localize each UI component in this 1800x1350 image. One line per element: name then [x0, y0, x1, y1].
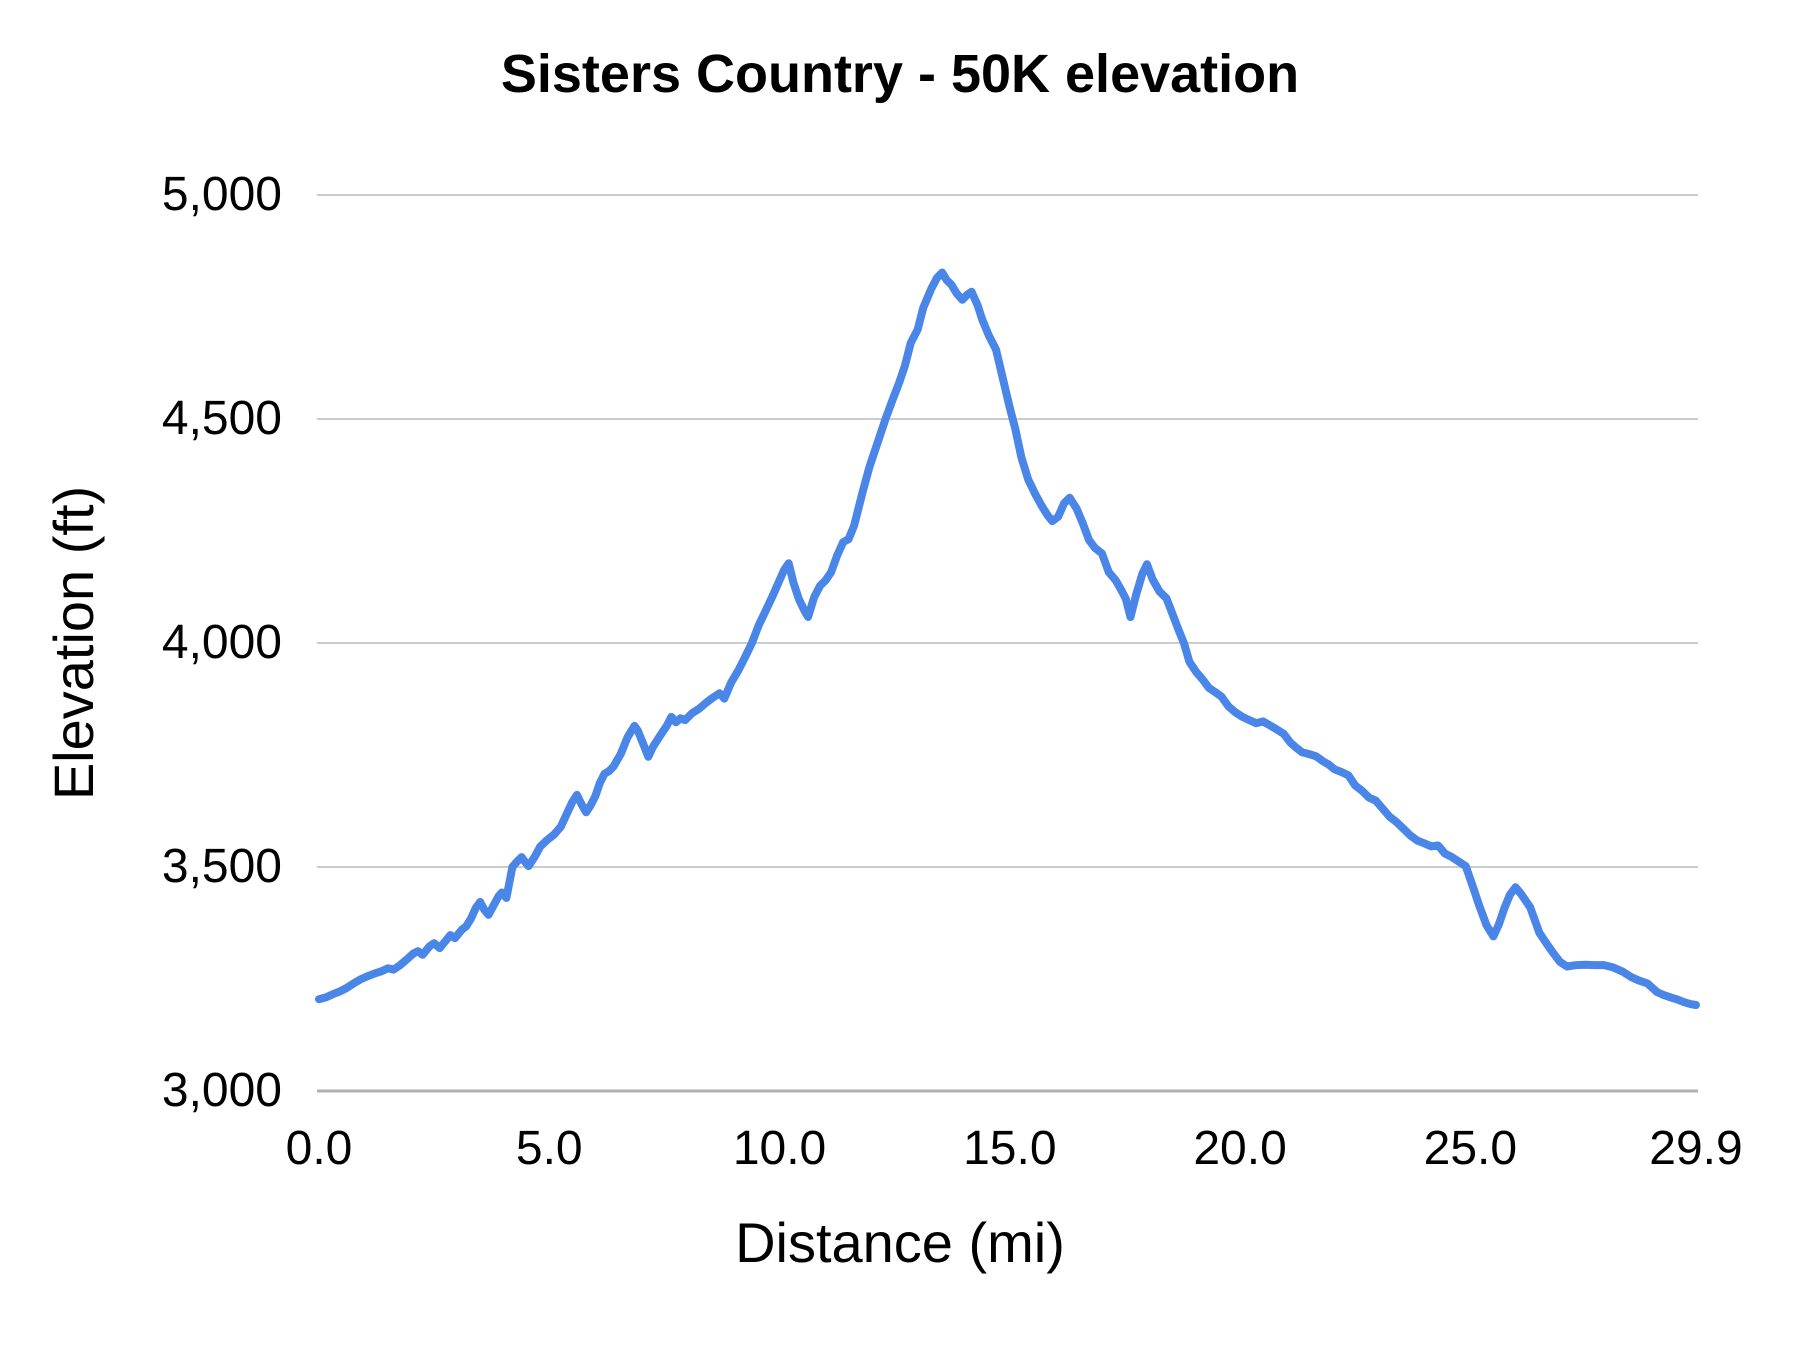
x-axis-title: Distance (mi)	[735, 1211, 1065, 1274]
y-tick-label: 5,000	[161, 168, 282, 221]
gridlines	[317, 194, 1698, 1093]
y-tick-label: 4,000	[161, 616, 282, 669]
x-tick-label: 25.0	[1423, 1122, 1518, 1175]
y-tick-label: 3,000	[161, 1064, 282, 1117]
x-tick-label: 15.0	[963, 1122, 1057, 1175]
elevation-line-series	[315, 268, 1700, 1009]
x-tick-label: 29.9	[1649, 1122, 1743, 1175]
x-tick-label: 20.0	[1193, 1122, 1287, 1175]
x-tick-label: 0.0	[285, 1122, 353, 1175]
x-tick-label: 5.0	[515, 1122, 583, 1175]
y-axis-title: Elevation (ft)	[42, 485, 105, 801]
y-tick-label: 4,500	[161, 392, 282, 445]
y-tick-label: 3,500	[161, 840, 282, 893]
chart-title: Sisters Country - 50K elevation	[500, 44, 1300, 104]
x-tick-label: 10.0	[732, 1122, 827, 1175]
